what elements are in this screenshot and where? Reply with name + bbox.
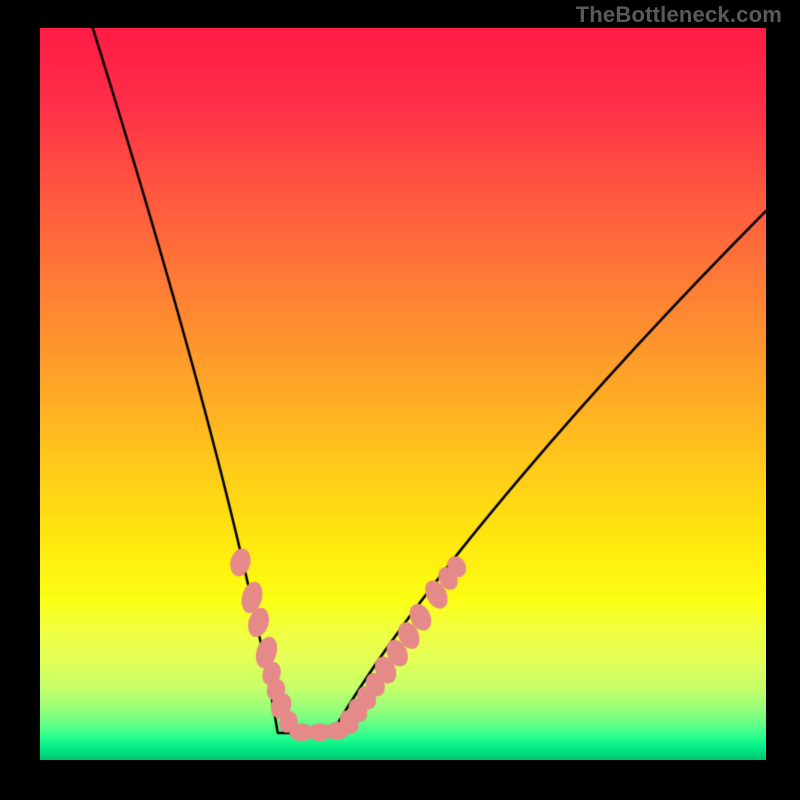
watermark-label: TheBottleneck.com <box>576 2 782 28</box>
chart-root: TheBottleneck.com <box>0 0 800 800</box>
plot-area <box>40 28 766 760</box>
chart-canvas <box>40 28 766 760</box>
